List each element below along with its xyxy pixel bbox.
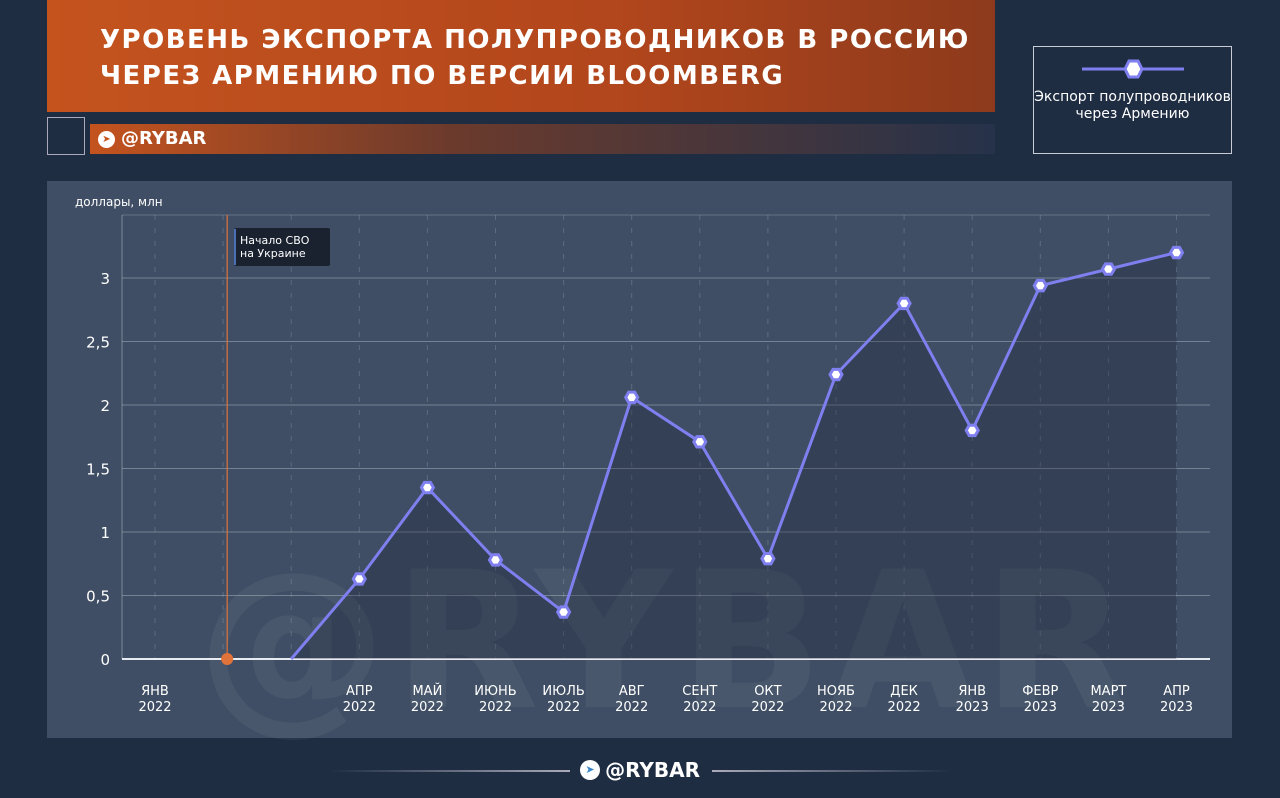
x-tick-year: 2023 (956, 700, 989, 715)
x-tick-year: 2023 (1092, 700, 1125, 715)
footer-line-right (712, 770, 952, 772)
y-tick-label: 1 (100, 524, 110, 542)
chart-title: УРОВЕНЬ ЭКСПОРТА ПОЛУПРОВОДНИКОВ В РОССИ… (100, 22, 970, 94)
data-point (1032, 278, 1049, 293)
x-tick-year: 2022 (479, 700, 512, 715)
data-point (964, 423, 980, 438)
title-line-2: ЧЕРЕЗ АРМЕНИЮ ПО ВЕРСИИ BLOOMBERG (100, 61, 785, 91)
x-tick-year: 2022 (138, 700, 171, 715)
data-point (623, 390, 640, 405)
legend: Экспорт полупроводников через Армению (1033, 46, 1232, 154)
y-tick-label: 1,5 (86, 461, 110, 479)
y-axis-label: доллары, млн (75, 195, 163, 209)
y-tick-label: 0,5 (86, 588, 110, 606)
x-tick-month: ФЕВР (1022, 684, 1058, 699)
series-area (291, 252, 1177, 659)
data-point (828, 367, 844, 382)
x-tick-year: 2022 (343, 700, 376, 715)
data-point (692, 435, 708, 449)
data-point (1100, 262, 1117, 276)
x-tick-year: 2022 (751, 700, 784, 715)
y-tick-label: 2,5 (86, 334, 110, 352)
x-tick-year: 2022 (547, 700, 580, 715)
x-tick-month: СЕНТ (682, 684, 717, 699)
annotation-box (234, 228, 330, 266)
data-point (1168, 245, 1185, 260)
event-marker (221, 653, 234, 665)
data-point (487, 553, 504, 567)
x-tick-year: 2023 (1024, 700, 1057, 715)
y-tick-label: 2 (100, 397, 110, 415)
x-tick-year: 2022 (615, 700, 648, 715)
x-tick-year: 2022 (683, 700, 716, 715)
brand-label: @RYBAR (121, 128, 207, 149)
x-tick-year: 2022 (411, 700, 444, 715)
x-tick-month: МАРТ (1090, 684, 1126, 699)
x-tick-month: ИЮЛЬ (542, 684, 584, 699)
y-tick-label: 0 (100, 651, 110, 669)
x-tick-month: АВГ (619, 684, 645, 699)
x-tick-year: 2022 (888, 700, 921, 715)
watermark: @RYBAR (197, 531, 1135, 752)
x-tick-month: АПР (1163, 684, 1190, 699)
x-tick-month: ДЕК (890, 684, 918, 699)
series-line (290, 251, 1177, 660)
title-banner (47, 0, 995, 112)
x-tick-month: МАЙ (412, 683, 442, 699)
data-point (555, 605, 572, 619)
x-tick-month: НОЯБ (817, 684, 855, 699)
y-tick-label: 3 (100, 270, 110, 288)
x-tick-month: ИЮНЬ (474, 684, 516, 699)
brand-strip (90, 124, 995, 154)
x-tick-month: ЯНВ (958, 684, 986, 699)
telegram-icon: ➤ (579, 760, 600, 780)
annotation-text: на Украине (240, 247, 306, 260)
footer: ➤ @RYBAR (0, 758, 1280, 782)
telegram-icon: ➤ (98, 131, 115, 148)
footer-brand: @RYBAR (605, 758, 700, 782)
data-point (351, 572, 368, 586)
data-point (419, 480, 436, 495)
decorative-square (47, 117, 85, 155)
x-tick-month: ЯНВ (141, 684, 169, 699)
x-tick-month: ОКТ (754, 684, 781, 699)
data-point (760, 551, 776, 566)
data-point (896, 296, 912, 311)
legend-label: Экспорт полупроводников через Армению (1034, 89, 1231, 122)
x-tick-year: 2022 (819, 700, 852, 715)
chart-panel: @RYBAR (47, 181, 1232, 752)
x-tick-year: 2023 (1160, 700, 1193, 715)
legend-marker (1082, 59, 1184, 79)
x-tick-month: АПР (346, 684, 373, 699)
annotation-text: Начало СВО (240, 234, 310, 247)
title-line-1: УРОВЕНЬ ЭКСПОРТА ПОЛУПРОВОДНИКОВ В РОССИ… (100, 25, 970, 55)
footer-line-left (330, 770, 570, 772)
